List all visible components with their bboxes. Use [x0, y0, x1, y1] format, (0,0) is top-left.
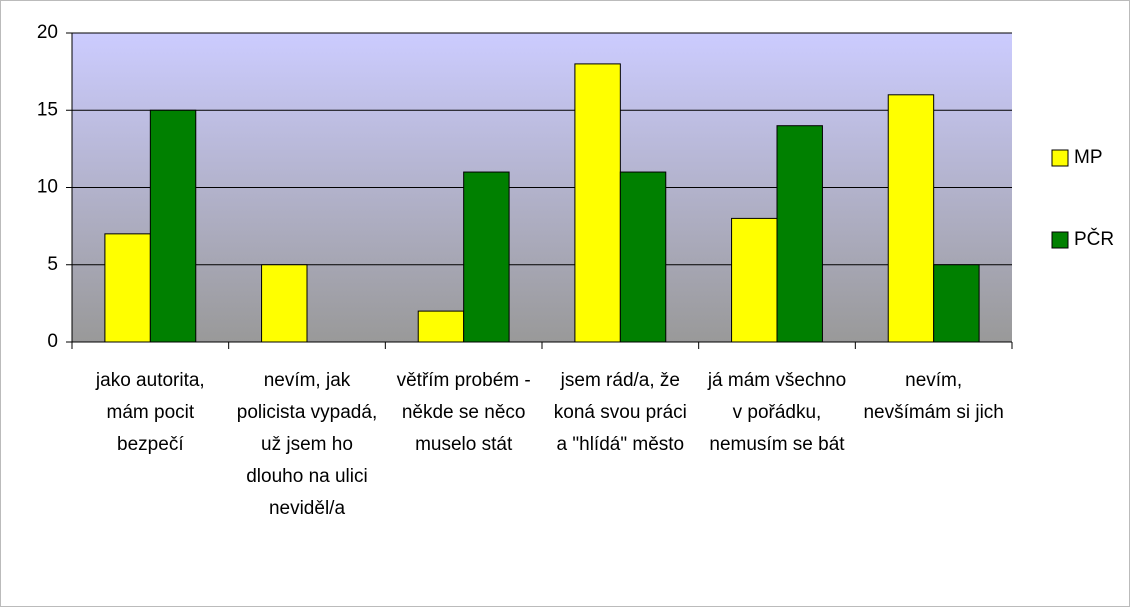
bar — [619, 171, 667, 343]
y-tick-label: 0 — [47, 331, 58, 352]
y-tick-label: 20 — [37, 22, 58, 43]
bar — [104, 233, 151, 343]
x-tick-label: větřím probém - někde se něco muselo stá… — [396, 370, 531, 455]
bar — [574, 63, 621, 343]
x-tick-label: nevím, nevšímám si jich — [863, 370, 1004, 423]
x-tick-label: jako autorita, mám pocit bezpečí — [95, 370, 205, 455]
bar — [417, 310, 465, 343]
bar — [776, 125, 823, 343]
bar — [731, 217, 778, 343]
legend-label: PČR — [1074, 228, 1114, 250]
bar — [887, 94, 935, 343]
x-tick-label: jsem rád/a, že koná svou práci a "hlídá"… — [553, 370, 687, 455]
x-tick-label: já mám všechno v pořádku, nemusím se bát — [707, 370, 847, 455]
bar — [933, 264, 980, 343]
x-tick-label: nevím, jak policista vypadá, už jsem ho … — [236, 370, 378, 519]
bar — [149, 109, 197, 343]
y-tick-label: 15 — [37, 99, 58, 120]
bar — [261, 264, 308, 343]
bar — [463, 171, 510, 343]
y-tick-label: 5 — [47, 254, 58, 275]
legend-swatch — [1051, 231, 1069, 249]
legend-label: MP — [1074, 147, 1103, 168]
y-tick-label: 10 — [37, 177, 58, 198]
legend-swatch — [1051, 149, 1069, 167]
